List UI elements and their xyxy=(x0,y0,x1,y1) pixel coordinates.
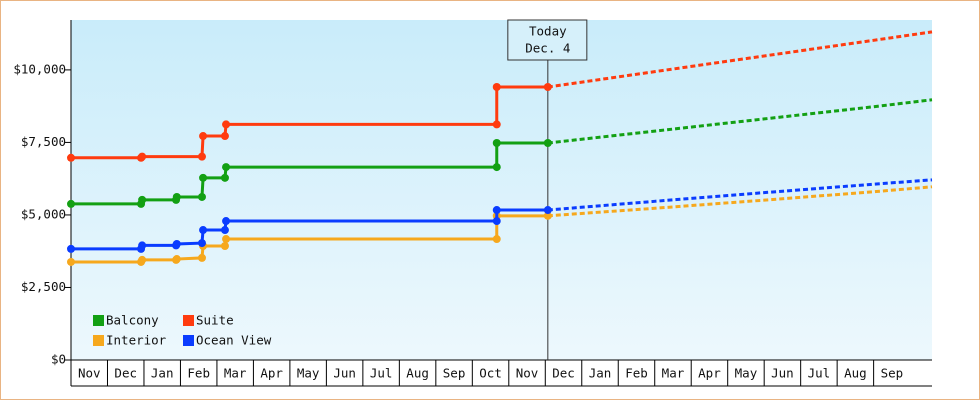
data-point xyxy=(492,235,501,244)
x-tick-label: Jun xyxy=(333,366,356,381)
y-tick-label: $7,500 xyxy=(21,134,66,149)
x-tick-label: Jun xyxy=(771,366,794,381)
legend-label: Balcony xyxy=(106,313,159,328)
x-tick-label: Mar xyxy=(224,366,247,381)
data-point xyxy=(492,83,501,92)
today-box xyxy=(507,19,588,61)
data-point xyxy=(67,244,75,253)
data-point xyxy=(220,226,229,235)
legend-label: Suite xyxy=(196,313,234,328)
data-point xyxy=(199,132,208,141)
legend-swatch xyxy=(183,335,194,346)
forecast-line xyxy=(547,30,933,89)
legend-swatch xyxy=(93,315,104,326)
x-tick-label: Aug xyxy=(844,366,867,381)
data-point xyxy=(67,153,75,162)
data-point xyxy=(220,241,229,250)
legend-label: Interior xyxy=(106,333,167,348)
today-label: Today xyxy=(529,24,567,39)
data-point xyxy=(543,211,552,220)
x-tick-label: Feb xyxy=(625,366,648,381)
x-tick-label: Apr xyxy=(260,366,283,381)
data-point xyxy=(172,239,181,248)
data-point xyxy=(492,120,501,129)
data-point xyxy=(172,255,181,264)
data-point xyxy=(197,192,206,201)
data-point xyxy=(197,239,206,248)
data-point xyxy=(197,253,206,262)
x-tick-label: Nov xyxy=(78,366,101,381)
data-point xyxy=(199,173,208,182)
x-tick-label: Jul xyxy=(808,366,831,381)
data-point xyxy=(138,255,147,264)
data-point xyxy=(222,163,231,172)
data-point xyxy=(492,206,501,215)
forecast-line xyxy=(547,185,933,218)
x-tick-label: Nov xyxy=(516,366,539,381)
y-tick-label: $0 xyxy=(51,352,66,367)
x-tick-label: Oct xyxy=(479,366,502,381)
data-point xyxy=(172,192,181,201)
data-point xyxy=(220,173,229,182)
data-point xyxy=(492,163,501,172)
x-tick-label: Dec xyxy=(114,366,137,381)
y-tick-label: $10,000 xyxy=(13,61,66,76)
data-point xyxy=(543,83,552,92)
x-tick-label: Mar xyxy=(662,366,685,381)
data-point xyxy=(543,139,552,148)
data-point xyxy=(67,257,75,266)
x-tick-label: May xyxy=(735,366,758,381)
data-point xyxy=(199,226,208,235)
x-tick-label: Jan xyxy=(151,366,174,381)
forecast-line xyxy=(547,178,933,212)
x-tick-label: Feb xyxy=(187,366,210,381)
data-point xyxy=(492,139,501,148)
data-point xyxy=(222,217,231,226)
y-tick-label: $2,500 xyxy=(21,279,66,294)
x-tick-label: Apr xyxy=(698,366,721,381)
data-point xyxy=(543,206,552,215)
data-point xyxy=(492,217,501,226)
y-tick-label: $5,000 xyxy=(21,206,66,221)
x-tick-label: May xyxy=(297,366,320,381)
legend-swatch xyxy=(93,335,104,346)
data-point xyxy=(138,152,147,161)
forecast-line xyxy=(547,98,933,145)
x-tick-label: Jul xyxy=(370,366,393,381)
legend-label: Ocean View xyxy=(196,333,272,348)
legend-swatch xyxy=(183,315,194,326)
data-point xyxy=(138,241,147,250)
data-point xyxy=(222,235,231,244)
data-point xyxy=(220,132,229,141)
plot-area xyxy=(71,20,932,360)
x-tick-label: Dec xyxy=(552,366,575,381)
today-label: Dec. 4 xyxy=(525,41,570,56)
x-tick-label: Sep xyxy=(443,366,466,381)
data-point xyxy=(197,152,206,161)
data-point xyxy=(222,120,231,129)
x-tick-label: Aug xyxy=(406,366,429,381)
data-point xyxy=(138,195,147,204)
data-point xyxy=(67,199,75,208)
x-tick-label: Jan xyxy=(589,366,612,381)
x-tick-label: Sep xyxy=(881,366,904,381)
